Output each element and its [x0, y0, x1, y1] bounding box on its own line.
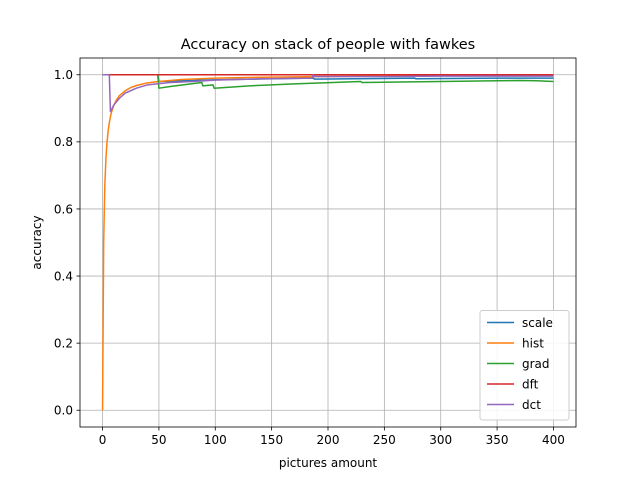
- x-axis-ticks: 0 50 100 150 200 250 300 350 400: [99, 427, 565, 447]
- series-line-dct: [102, 74, 554, 113]
- y-tick-label: 1.0: [54, 68, 73, 82]
- x-tick-label: 250: [373, 433, 396, 447]
- x-tick-label: 150: [260, 433, 283, 447]
- y-tick-label: 0.2: [54, 336, 73, 350]
- x-tick-label: 200: [317, 433, 340, 447]
- x-tick-label: 400: [542, 433, 565, 447]
- x-tick-label: 0: [99, 433, 107, 447]
- y-tick-label: 0.6: [54, 202, 73, 216]
- legend-label-dct: dct: [522, 398, 541, 412]
- series-line-grad: [102, 74, 554, 89]
- x-tick-label: 300: [429, 433, 452, 447]
- legend-box: [479, 310, 570, 421]
- y-tick-label: 0.4: [54, 269, 73, 283]
- y-tick-label: 0.8: [54, 135, 73, 149]
- legend: scale hist grad dft dct: [479, 310, 570, 421]
- legend-label-dft: dft: [522, 377, 539, 391]
- x-axis-label: pictures amount: [279, 456, 378, 470]
- x-tick-label: 50: [151, 433, 166, 447]
- chart-title: Accuracy on stack of people with fawkes: [181, 37, 476, 53]
- y-tick-label: 0.0: [54, 404, 73, 418]
- x-tick-label: 100: [204, 433, 227, 447]
- x-tick-label: 350: [486, 433, 509, 447]
- series-line-hist: [101, 75, 554, 411]
- y-axis-ticks: 0.0 0.2 0.4 0.6 0.8 1.0: [54, 68, 80, 418]
- series-lines: [101, 74, 554, 411]
- legend-label-hist: hist: [522, 336, 544, 350]
- y-axis-label: accuracy: [30, 215, 44, 269]
- legend-label-scale: scale: [522, 316, 553, 330]
- legend-label-grad: grad: [522, 357, 550, 371]
